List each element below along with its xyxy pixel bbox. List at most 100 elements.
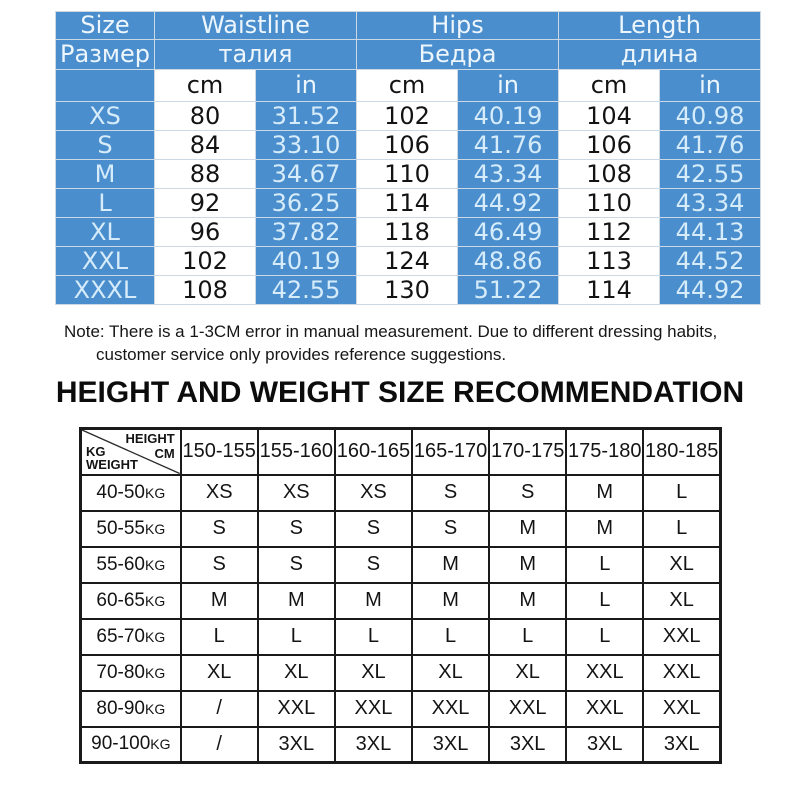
- corner-header-cell: HEIGHT CM KG WEIGHT: [79, 427, 182, 476]
- waistline-in-cell: 34.67: [256, 160, 357, 188]
- size-cell: M: [56, 160, 154, 188]
- size-cell: XS: [56, 102, 154, 130]
- weight-label-cell: 65-70KG: [79, 617, 182, 656]
- size-cell: XXL: [56, 247, 154, 275]
- rec-header-row: HEIGHT CM KG WEIGHT 150-155 155-160 160-16…: [79, 427, 722, 476]
- size-table-row: XL 96 37.82 118 46.49 112 44.13: [56, 218, 761, 246]
- waistline-in-cell: 37.82: [256, 218, 357, 246]
- units-row-spacer-cell: [56, 70, 154, 101]
- length-in-cell: 40.98: [660, 102, 761, 130]
- recommended-size-cell: 3XL: [410, 725, 491, 764]
- kg-unit-label: KG: [145, 484, 166, 501]
- kg-unit-label: KG: [145, 520, 166, 537]
- recommended-size-cell: S: [488, 473, 568, 512]
- waistline-cm-cell: 102: [155, 247, 255, 275]
- kg-unit-label: KG: [150, 736, 171, 753]
- height-range-cell: 150-155: [179, 427, 259, 476]
- recommended-size-cell: 3XL: [642, 725, 722, 764]
- kg-unit-label: KG: [145, 592, 166, 609]
- recommended-size-cell: XL: [488, 653, 568, 692]
- size-header-ru: Размер: [56, 40, 154, 69]
- waistline-in-unit: in: [256, 70, 357, 101]
- rec-table-row: 70-80KG XL XL XL XL XL XXL XXL: [79, 653, 722, 692]
- size-table: Size Waistline Hips Length Размер талия …: [55, 11, 762, 305]
- corner-weight-label: WEIGHT: [86, 456, 138, 472]
- hips-cm-cell: 124: [357, 247, 458, 275]
- recommended-size-cell: L: [256, 617, 336, 656]
- recommended-size-cell: /: [179, 725, 259, 764]
- hips-in-cell: 40.19: [458, 102, 559, 130]
- weight-label-cell: 55-60KG: [79, 545, 182, 584]
- length-in-cell: 43.34: [660, 189, 761, 217]
- rec-table-row: 80-90KG / XXL XXL XXL XXL XXL XXL: [79, 689, 722, 728]
- recommended-size-cell: S: [333, 509, 413, 548]
- recommended-size-cell: 3XL: [256, 725, 336, 764]
- corner-cm-label: CM: [154, 446, 175, 461]
- size-table-row: S 84 33.10 106 41.76 106 41.76: [56, 131, 761, 159]
- size-header-en: Size: [56, 12, 154, 39]
- waistline-cm-cell: 80: [155, 102, 255, 130]
- recommended-size-cell: XXL: [642, 689, 722, 728]
- hips-in-cell: 44.92: [458, 189, 559, 217]
- weight-label-cell: 70-80KG: [79, 653, 182, 692]
- size-cell: L: [56, 189, 154, 217]
- size-table-row: L 92 36.25 114 44.92 110 43.34: [56, 189, 761, 217]
- recommended-size-cell: XXL: [488, 689, 568, 728]
- waistline-cm-unit: cm: [155, 70, 255, 101]
- recommended-size-cell: M: [179, 581, 259, 620]
- size-table-row: XXL 102 40.19 124 48.86 113 44.52: [56, 247, 761, 275]
- waistline-in-cell: 42.55: [256, 276, 357, 304]
- hips-header-ru: Бедра: [357, 40, 559, 69]
- recommended-size-cell: XL: [333, 653, 413, 692]
- weight-label-cell: 80-90KG: [79, 689, 182, 728]
- length-cm-cell: 114: [559, 276, 660, 304]
- recommended-size-cell: 3XL: [565, 725, 645, 764]
- recommended-size-cell: XXL: [565, 653, 645, 692]
- recommended-size-cell: XXL: [642, 653, 722, 692]
- hips-cm-cell: 106: [357, 131, 458, 159]
- recommended-size-cell: M: [565, 473, 645, 512]
- recommended-size-cell: M: [410, 545, 491, 584]
- recommended-size-cell: S: [179, 545, 259, 584]
- length-cm-cell: 112: [559, 218, 660, 246]
- size-table-row: XS 80 31.52 102 40.19 104 40.98: [56, 102, 761, 130]
- size-table-header-row-ru: Размер талия Бедра длина: [56, 40, 761, 69]
- corner-kg-label: KG: [86, 444, 106, 459]
- kg-unit-label: KG: [145, 556, 166, 573]
- size-table-row: XXXL 108 42.55 130 51.22 114 44.92: [56, 276, 761, 304]
- weight-label-cell: 90-100KG: [79, 725, 182, 764]
- recommended-size-cell: L: [333, 617, 413, 656]
- recommended-size-cell: XL: [642, 545, 722, 584]
- waistline-cm-cell: 92: [155, 189, 255, 217]
- length-header-en: Length: [559, 12, 761, 39]
- waistline-header-en: Waistline: [155, 12, 357, 39]
- recommended-size-cell: XXL: [333, 689, 413, 728]
- recommended-size-cell: S: [410, 473, 491, 512]
- recommended-size-cell: M: [410, 581, 491, 620]
- note-line-2: customer service only provides reference…: [96, 345, 507, 364]
- recommended-size-cell: 3XL: [488, 725, 568, 764]
- recommended-size-cell: L: [488, 617, 568, 656]
- hips-in-cell: 51.22: [458, 276, 559, 304]
- hips-cm-cell: 102: [357, 102, 458, 130]
- rec-table-row: 60-65KG M M M M M L XL: [79, 581, 722, 620]
- recommended-size-cell: S: [410, 509, 491, 548]
- kg-unit-label: KG: [145, 700, 166, 717]
- hips-header-en: Hips: [357, 12, 559, 39]
- length-in-cell: 42.55: [660, 160, 761, 188]
- length-in-cell: 41.76: [660, 131, 761, 159]
- recommended-size-cell: L: [410, 617, 491, 656]
- recommended-size-cell: L: [565, 581, 645, 620]
- size-table-header-row-en: Size Waistline Hips Length: [56, 12, 761, 39]
- waistline-cm-cell: 88: [155, 160, 255, 188]
- waistline-in-cell: 40.19: [256, 247, 357, 275]
- size-table-body: Size Waistline Hips Length Размер талия …: [56, 12, 761, 304]
- length-header-ru: длина: [559, 40, 761, 69]
- length-in-unit: in: [660, 70, 761, 101]
- hips-cm-cell: 114: [357, 189, 458, 217]
- hips-cm-cell: 118: [357, 218, 458, 246]
- waistline-in-cell: 33.10: [256, 131, 357, 159]
- length-cm-cell: 113: [559, 247, 660, 275]
- waistline-header-ru: талия: [155, 40, 357, 69]
